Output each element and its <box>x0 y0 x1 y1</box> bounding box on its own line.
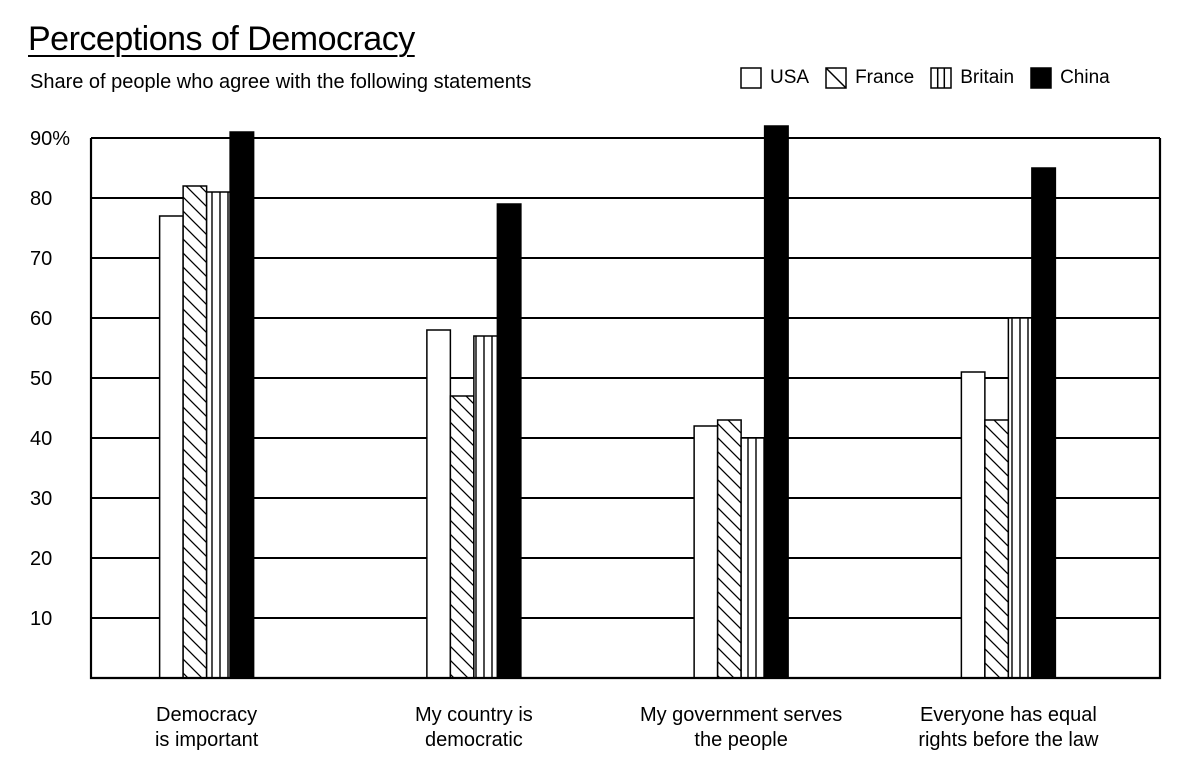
y-tick-label: 20 <box>30 548 52 570</box>
legend-swatch-china <box>1030 67 1052 89</box>
legend-swatch-usa <box>740 67 762 89</box>
legend-label-usa: USA <box>770 67 810 88</box>
y-tick-label: 60 <box>30 308 52 330</box>
legend-item-china: China <box>1030 66 1110 90</box>
bar-usa <box>426 329 452 679</box>
bar-china <box>763 125 789 679</box>
x-category-label: My government serves the people <box>640 704 842 751</box>
y-tick-label: 30 <box>30 488 52 510</box>
y-tick-label: 10 <box>30 608 52 630</box>
x-category-label: My country is democratic <box>415 704 533 751</box>
y-tick-label: 70 <box>30 248 52 270</box>
bar-usa <box>158 215 184 679</box>
bar-usa <box>960 371 986 679</box>
bar-china <box>229 131 255 679</box>
bar-china <box>496 203 522 679</box>
y-tick-label: 40 <box>30 428 52 450</box>
legend-label-britain: Britain <box>960 67 1015 88</box>
y-tick-label: 50 <box>30 368 52 390</box>
legend-label-france: France <box>855 67 915 88</box>
bar-france <box>182 185 208 679</box>
bar-britain <box>1007 317 1033 679</box>
legend-swatch-france <box>825 67 847 89</box>
x-category-label: Democracy is important <box>155 704 259 751</box>
axis-frame <box>89 138 1162 680</box>
plot-frame <box>89 138 1162 680</box>
legend-item-usa: USA <box>740 66 809 90</box>
chart-subtitle: Share of people who agree with the follo… <box>30 71 532 93</box>
bar-britain <box>473 335 499 679</box>
bars <box>158 125 1057 679</box>
bar-britain <box>205 191 231 679</box>
legend: USA France Britain China <box>740 64 1110 92</box>
bar-france <box>449 395 475 679</box>
bar-china <box>1031 167 1057 679</box>
y-tick-label: 80 <box>30 188 52 210</box>
chart-title: Perceptions of Democracy <box>28 20 415 58</box>
x-axis-labels: Democracy is important My country is democr… <box>155 704 1099 751</box>
bar-france <box>716 419 742 679</box>
legend-item-britain: Britain <box>930 66 1014 90</box>
legend-swatch-britain <box>930 67 952 89</box>
y-tick-label: 90% <box>30 128 70 150</box>
legend-item-france: France <box>825 66 914 90</box>
y-axis-ticks: 10 20 30 40 50 60 70 80 90% <box>30 128 70 630</box>
legend-label-china: China <box>1060 67 1110 88</box>
x-category-label: Everyone has equal rights before the law <box>918 704 1099 751</box>
bar-usa <box>693 425 719 679</box>
bar-france <box>984 419 1010 679</box>
bar-britain <box>740 437 766 679</box>
